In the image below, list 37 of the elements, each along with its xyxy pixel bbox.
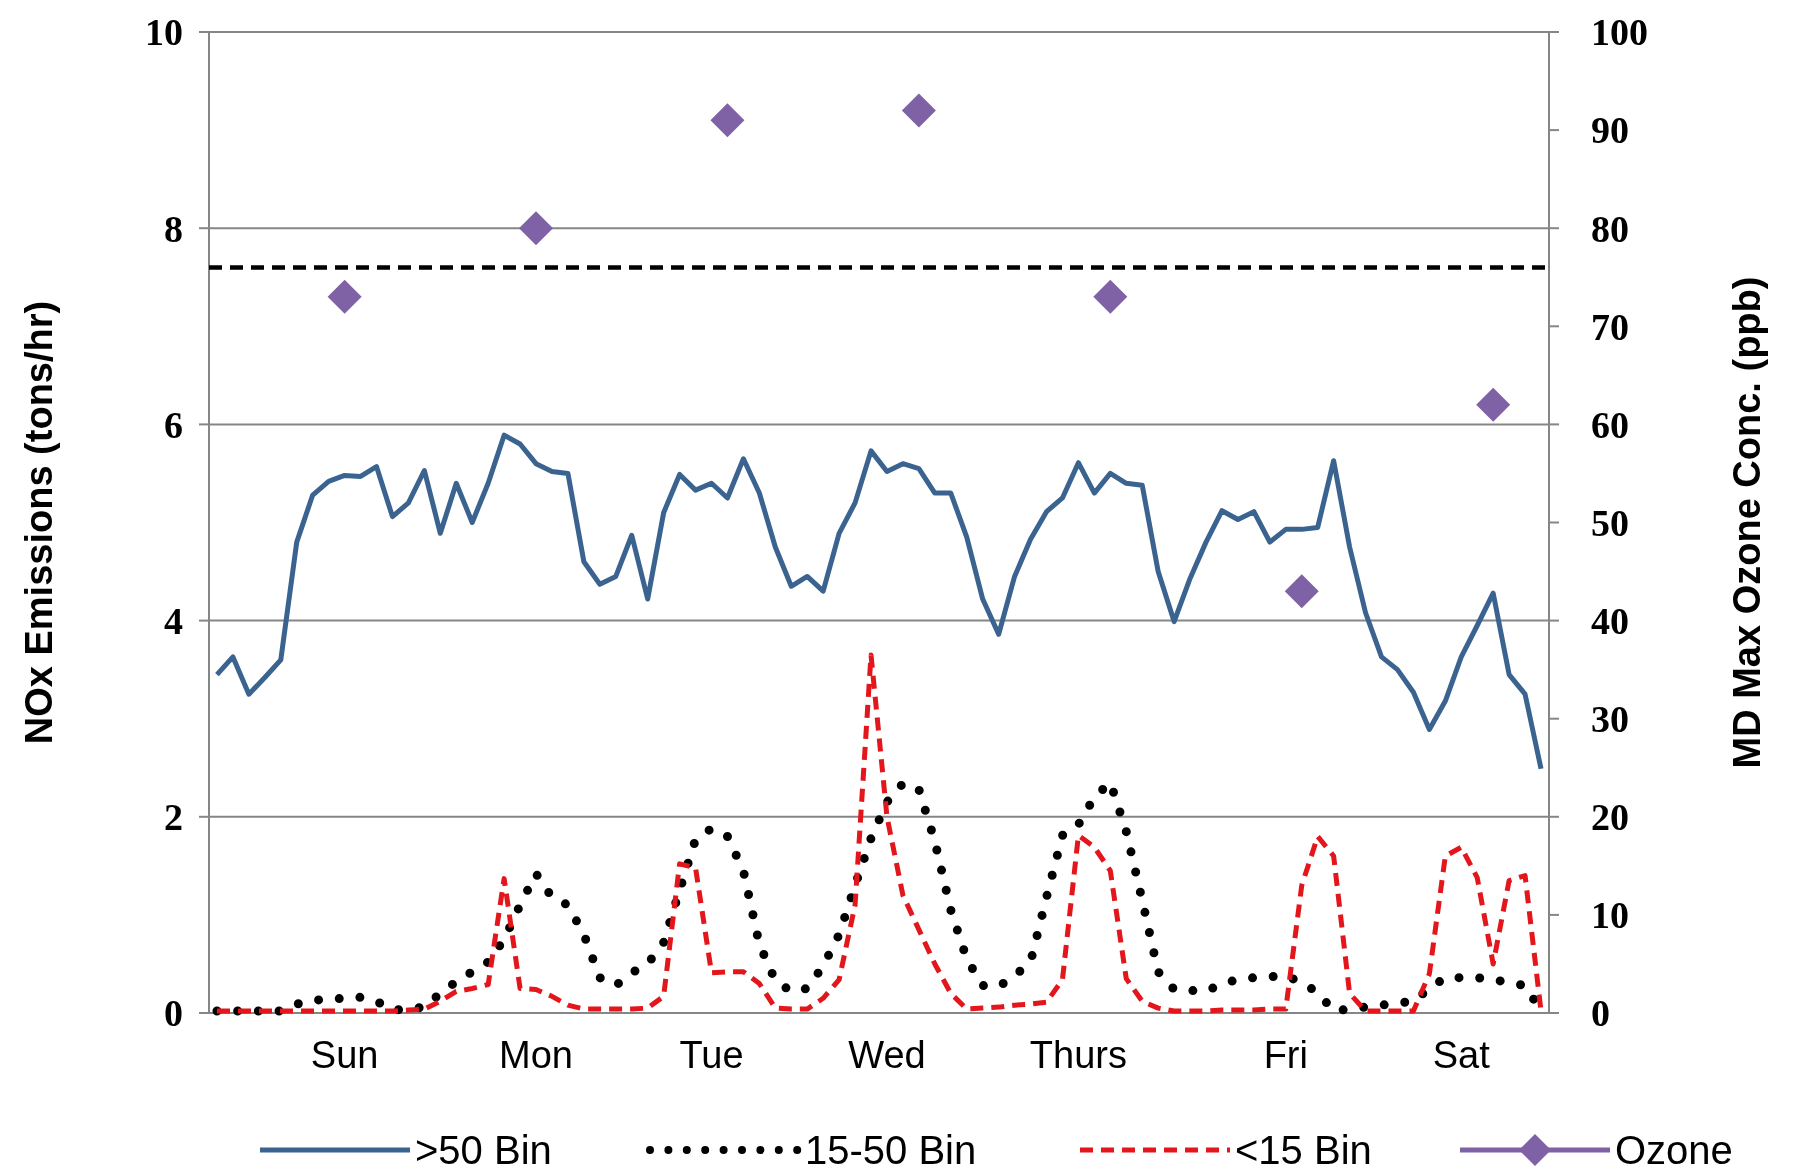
- y2-tick-label: 70: [1591, 305, 1629, 348]
- y2-tick-label: 100: [1591, 11, 1648, 54]
- y-tick-label: 6: [164, 403, 183, 446]
- point: [327, 279, 362, 314]
- point: [1476, 387, 1511, 422]
- point: [901, 93, 936, 128]
- x-tick-label: Tue: [679, 1034, 744, 1077]
- y2-tick-label: 20: [1591, 796, 1629, 839]
- point: [710, 103, 745, 138]
- y2-tick-label: 10: [1591, 894, 1629, 937]
- y2-tick-label: 90: [1591, 109, 1629, 152]
- legend-label: Ozone: [1615, 1128, 1733, 1172]
- y2-tick-label: 30: [1591, 698, 1629, 740]
- y-tick-label: 4: [164, 599, 183, 642]
- legend-label: 15-50 Bin: [805, 1128, 977, 1172]
- y2-tick-label: 80: [1591, 207, 1629, 250]
- x-tick-label: Thurs: [1029, 1034, 1127, 1077]
- x-tick-label: Wed: [848, 1034, 926, 1077]
- y-tick-label: 10: [145, 11, 183, 54]
- y-tick-label: 8: [164, 207, 183, 250]
- x-tick-label: Fri: [1263, 1034, 1308, 1077]
- y-tick-label: 0: [164, 992, 183, 1035]
- legend-label: <15 Bin: [1235, 1128, 1372, 1172]
- x-tick-label: Mon: [499, 1034, 573, 1077]
- y2-tick-label: 0: [1591, 992, 1610, 1035]
- legend-label: >50 Bin: [415, 1128, 552, 1172]
- x-tick-label: Sun: [310, 1034, 379, 1077]
- y2-tick-label: 40: [1591, 599, 1629, 642]
- y-axis-title: NOx Emissions (tons/hr): [18, 300, 60, 745]
- y2-axis-title: MD Max Ozone Conc. (ppb): [1726, 276, 1768, 769]
- y-tick-label: 2: [164, 796, 183, 839]
- x-tick-label: Sat: [1432, 1034, 1491, 1077]
- point: [1093, 279, 1128, 314]
- y2-tick-label: 60: [1591, 403, 1629, 446]
- point: [519, 211, 554, 246]
- point: [1284, 574, 1319, 609]
- y2-tick-label: 50: [1591, 501, 1629, 544]
